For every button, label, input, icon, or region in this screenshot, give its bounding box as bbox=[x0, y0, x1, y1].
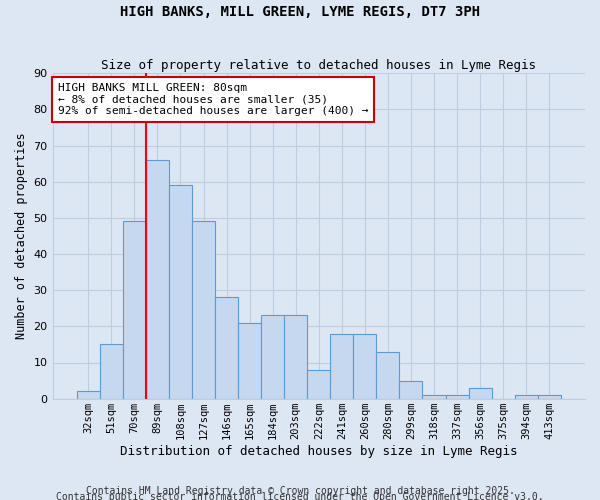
Bar bbox=[77, 392, 100, 398]
Bar bbox=[192, 222, 215, 398]
Bar bbox=[238, 322, 261, 398]
Y-axis label: Number of detached properties: Number of detached properties bbox=[15, 132, 28, 339]
Bar bbox=[538, 395, 561, 398]
Bar bbox=[400, 380, 422, 398]
Bar bbox=[422, 395, 446, 398]
Bar bbox=[307, 370, 330, 398]
Text: HIGH BANKS, MILL GREEN, LYME REGIS, DT7 3PH: HIGH BANKS, MILL GREEN, LYME REGIS, DT7 … bbox=[120, 5, 480, 19]
Bar bbox=[376, 352, 400, 399]
Bar bbox=[330, 334, 353, 398]
Bar bbox=[515, 395, 538, 398]
Text: Contains HM Land Registry data © Crown copyright and database right 2025.: Contains HM Land Registry data © Crown c… bbox=[86, 486, 514, 496]
Bar bbox=[215, 298, 238, 398]
Text: HIGH BANKS MILL GREEN: 80sqm
← 8% of detached houses are smaller (35)
92% of sem: HIGH BANKS MILL GREEN: 80sqm ← 8% of det… bbox=[58, 83, 368, 116]
Bar bbox=[169, 186, 192, 398]
Bar bbox=[146, 160, 169, 398]
Bar bbox=[123, 222, 146, 398]
Bar bbox=[353, 334, 376, 398]
Bar bbox=[284, 316, 307, 398]
Bar bbox=[100, 344, 123, 399]
Bar bbox=[446, 395, 469, 398]
Bar bbox=[469, 388, 491, 398]
Text: Contains public sector information licensed under the Open Government Licence v3: Contains public sector information licen… bbox=[56, 492, 544, 500]
X-axis label: Distribution of detached houses by size in Lyme Regis: Distribution of detached houses by size … bbox=[120, 444, 518, 458]
Bar bbox=[261, 316, 284, 398]
Title: Size of property relative to detached houses in Lyme Regis: Size of property relative to detached ho… bbox=[101, 59, 536, 72]
